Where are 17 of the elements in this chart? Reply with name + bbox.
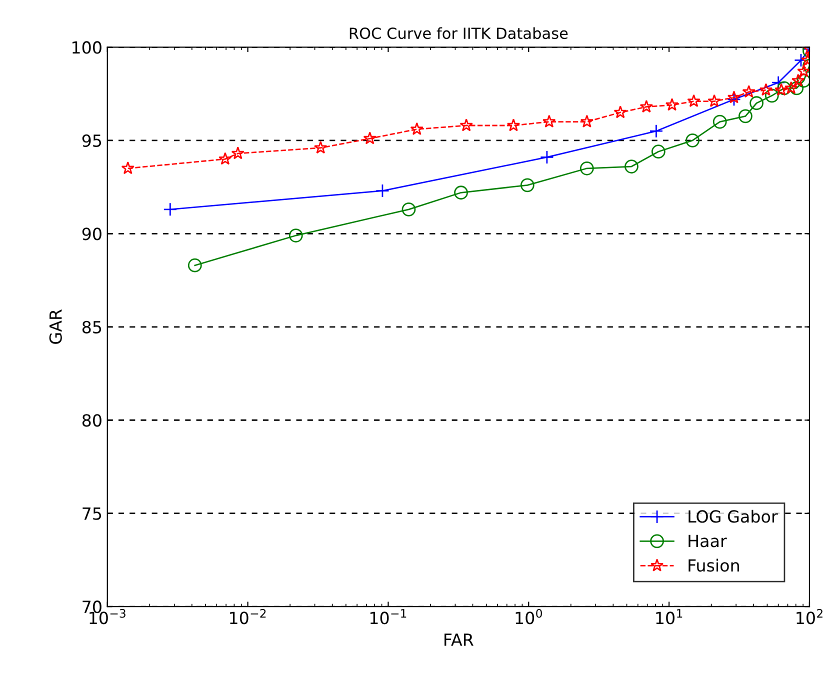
- legend-label: Fusion: [688, 558, 739, 572]
- y-axis-title: GAR: [49, 309, 62, 344]
- legend-label: LOG Gabor: [688, 510, 778, 523]
- x-tick-label: 10$^{−1}$: [370, 609, 406, 624]
- y-tick-label: 95: [82, 134, 102, 147]
- chart-title: ROC Curve for IITK Database: [350, 27, 568, 40]
- x-tick-label: 10$^{1}$: [656, 609, 682, 624]
- y-tick-label: 80: [82, 414, 102, 427]
- y-tick-label: 85: [82, 320, 102, 334]
- y-tick-label: 100: [72, 41, 102, 54]
- x-axis-title: FAR: [444, 634, 474, 646]
- legend-label: Haar: [688, 534, 727, 548]
- y-tick-label: 75: [82, 508, 102, 520]
- x-tick-label: 10$^{−2}$: [230, 608, 266, 624]
- x-tick-label: 10$^{0}$: [516, 608, 542, 624]
- x-tick-label: 10$^{2}$: [796, 608, 822, 624]
- y-tick-label: 90: [82, 228, 102, 240]
